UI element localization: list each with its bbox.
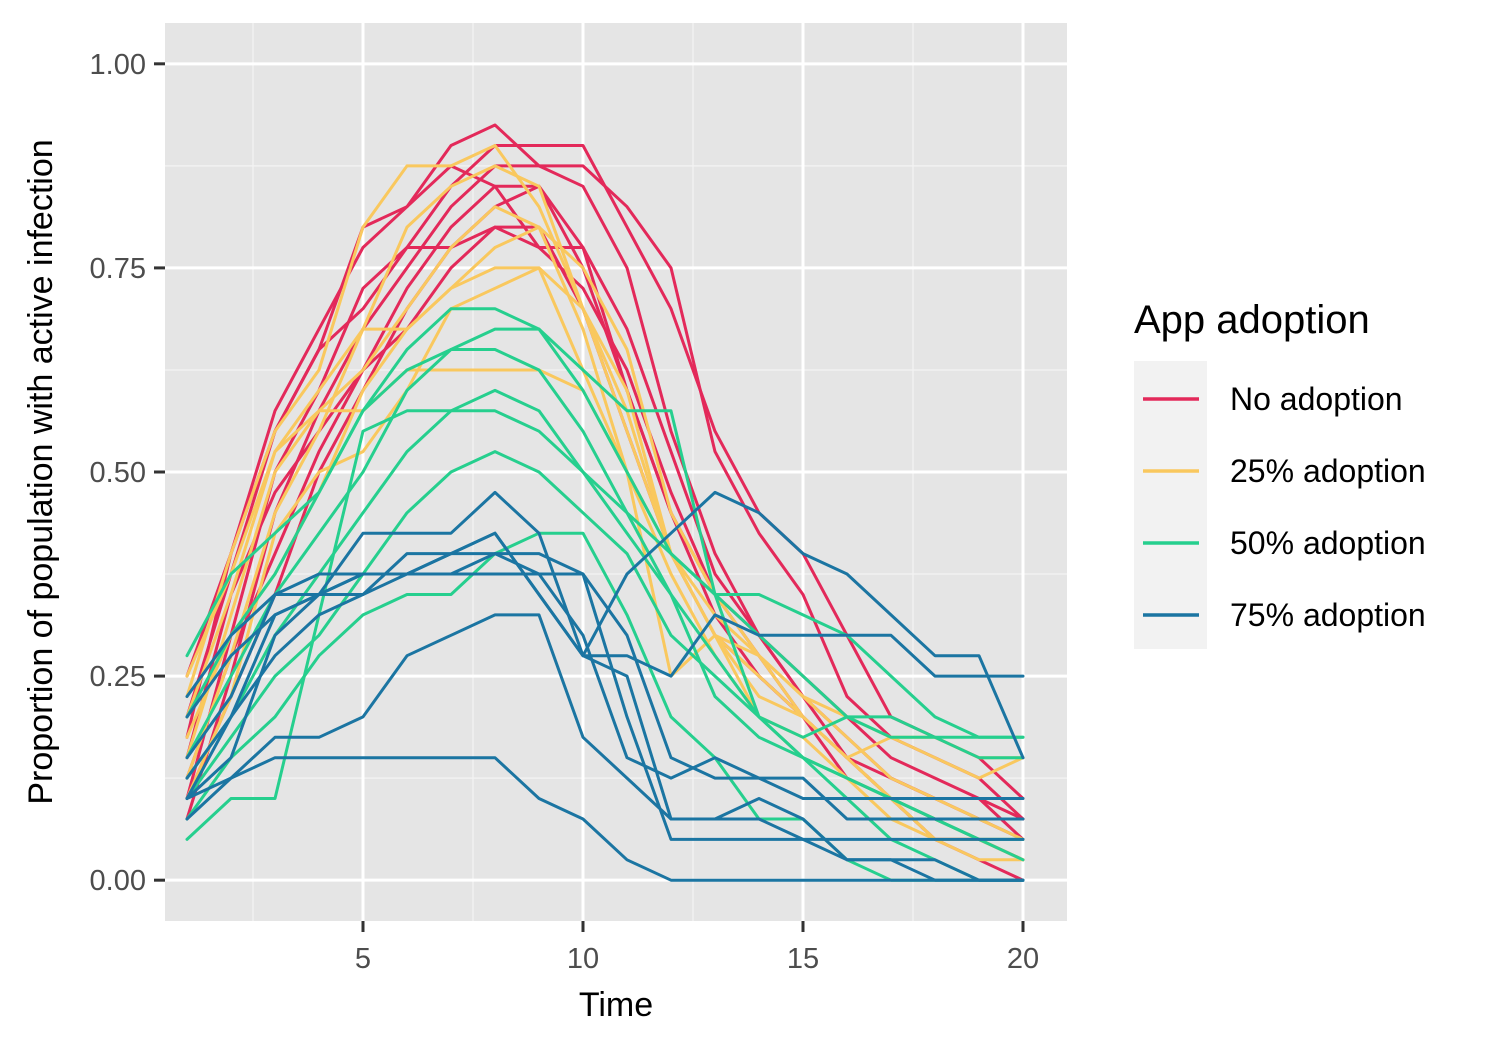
y-tick-label: 0.75	[90, 253, 146, 285]
series-line-p25	[185, 205, 1025, 841]
legend-label-p75: 75% adoption	[1230, 597, 1426, 633]
series-line-p50	[185, 450, 1025, 882]
legend-label-p50: 50% adoption	[1230, 525, 1426, 561]
series-line-p25	[185, 164, 1025, 862]
series-line-none	[185, 123, 1025, 841]
y-tick-label: 0.00	[90, 865, 146, 897]
series-line-p50	[185, 531, 1025, 882]
series-line-p75	[185, 756, 1025, 882]
y-tick-label: 0.50	[90, 457, 146, 489]
y-tick-label: 0.25	[90, 661, 146, 693]
series-lines	[185, 123, 1025, 882]
series-line-p75	[185, 552, 1025, 821]
x-tick-label: 10	[567, 943, 599, 975]
series-line-none	[185, 164, 1025, 821]
legend-key-background	[1134, 361, 1207, 649]
series-line-p75	[185, 552, 1025, 841]
legend-label-none: No adoption	[1230, 381, 1403, 417]
series-line-p25	[185, 266, 1025, 841]
x-axis: 5 10 15 20	[355, 921, 1039, 975]
series-line-p50	[185, 388, 1025, 862]
series-line-p75	[185, 572, 1025, 800]
x-tick-label: 20	[1007, 943, 1039, 975]
y-tick-label: 1.00	[90, 49, 146, 81]
y-axis: 0.00 0.25 0.50 0.75 1.00	[90, 49, 165, 897]
series-line-p75	[185, 531, 1025, 882]
series-line-p25	[185, 266, 1025, 780]
x-tick-label: 15	[787, 943, 819, 975]
series-line-p50	[185, 327, 1025, 760]
legend: App adoption No adoption 25% adoption 50% …	[1134, 298, 1426, 649]
x-tick-label: 5	[355, 943, 371, 975]
y-axis-title: Proportion of population with active inf…	[22, 139, 60, 804]
series-line-p75	[185, 490, 1025, 719]
legend-title: App adoption	[1134, 298, 1370, 342]
legend-label-p25: 25% adoption	[1230, 453, 1426, 489]
x-axis-title: Time	[579, 986, 653, 1024]
